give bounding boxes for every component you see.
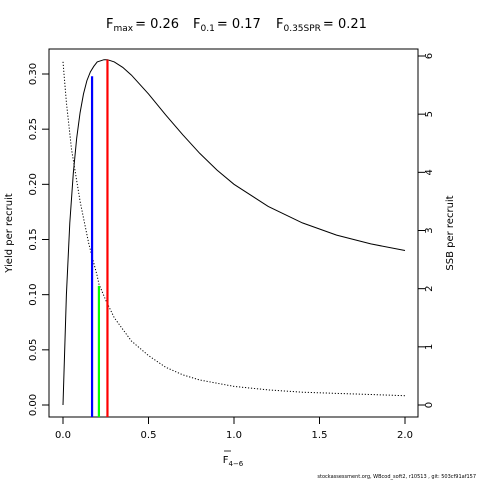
y-right-tick-label: 1 [424,344,435,350]
y-axis-right-label: SSB per recruit [445,195,456,270]
series-layer [62,59,406,406]
x-tick-label: 0.0 [55,430,71,441]
y-left-tick-label: 0.00 [28,394,39,416]
y-right-tick-label: 3 [424,227,435,233]
chart-title: Fmax = 0.26 F0.1 = 0.17 F0.35SPR = 0.21 [106,17,367,34]
y-left-tick-label: 0.15 [28,228,39,250]
y-left-tick-label: 0.20 [28,173,39,195]
x-axis-label: F4−6 [223,455,244,468]
plot-frame [48,48,419,418]
ssb-per-recruit-line [62,61,406,397]
title-f01: F0.1 = 0.17 [193,17,261,34]
y-right-tick-label: 4 [424,169,435,175]
y-right-tick-label: 0 [424,402,435,408]
y-left-tick-label: 0.25 [28,118,39,140]
x-tick-label: 2.0 [397,430,413,441]
y-axis-left: 0.00 0.05 0.10 0.15 0.20 0.25 0.30 [28,63,49,416]
y-right-tick-label: 2 [424,285,435,291]
y-left-tick-label: 0.10 [28,284,39,306]
reference-lines [90,59,109,417]
footer-note: stockassessment.org, WBcod_soft2, r10513… [317,474,476,480]
x-tick-label: 1.0 [226,430,242,441]
y-left-tick-label: 0.30 [28,63,39,85]
yield-per-recruit-line [62,59,406,406]
title-f035spr: F0.35SPR = 0.21 [276,17,367,34]
x-tick-label: 0.5 [141,430,157,441]
title-fmax: Fmax = 0.26 [106,17,179,34]
y-axis-left-label: Yield per recruit [4,193,15,274]
x-tick-label: 1.5 [312,430,328,441]
x-axis: 0.0 0.5 1.0 1.5 2.0 [55,417,413,441]
y-axis-right: 0 1 2 3 4 5 6 [418,53,435,408]
y-left-tick-label: 0.05 [28,339,39,361]
y-right-tick-label: 5 [424,111,435,117]
y-right-tick-label: 6 [424,53,435,59]
